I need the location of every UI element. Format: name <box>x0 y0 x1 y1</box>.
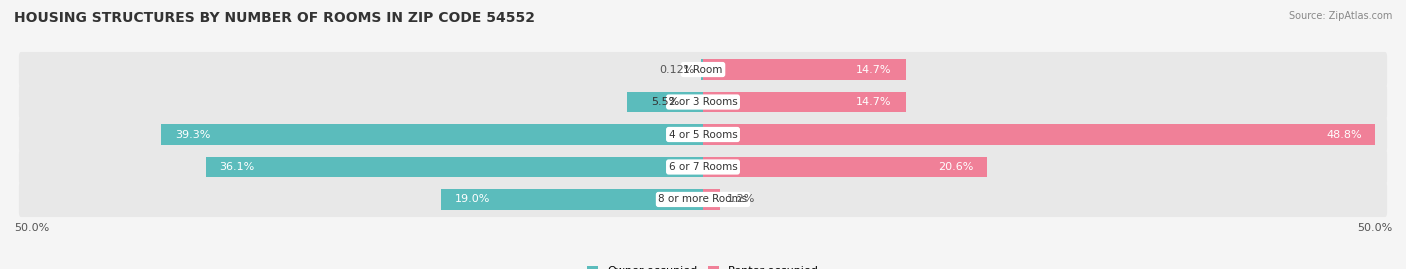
Text: HOUSING STRUCTURES BY NUMBER OF ROOMS IN ZIP CODE 54552: HOUSING STRUCTURES BY NUMBER OF ROOMS IN… <box>14 11 536 25</box>
Bar <box>162 125 703 144</box>
Text: 14.7%: 14.7% <box>856 97 891 107</box>
Text: 36.1%: 36.1% <box>219 162 254 172</box>
Text: 39.3%: 39.3% <box>176 129 211 140</box>
FancyBboxPatch shape <box>18 117 1388 152</box>
Text: 4 or 5 Rooms: 4 or 5 Rooms <box>669 129 737 140</box>
Bar <box>703 157 987 177</box>
Text: 0.12%: 0.12% <box>659 65 695 75</box>
FancyBboxPatch shape <box>18 150 1388 185</box>
Text: 14.7%: 14.7% <box>856 65 891 75</box>
Text: 20.6%: 20.6% <box>938 162 973 172</box>
Text: 1.2%: 1.2% <box>727 194 755 204</box>
Text: 5.5%: 5.5% <box>651 97 679 107</box>
Legend: Owner-occupied, Renter-occupied: Owner-occupied, Renter-occupied <box>582 261 824 269</box>
Text: 6 or 7 Rooms: 6 or 7 Rooms <box>669 162 737 172</box>
FancyBboxPatch shape <box>18 52 1388 87</box>
Text: 50.0%: 50.0% <box>14 223 49 233</box>
Bar <box>205 157 703 177</box>
Text: Source: ZipAtlas.com: Source: ZipAtlas.com <box>1288 11 1392 21</box>
Bar <box>703 92 905 112</box>
Bar <box>703 189 720 210</box>
Text: 19.0%: 19.0% <box>456 194 491 204</box>
Bar <box>441 189 703 210</box>
Text: 50.0%: 50.0% <box>1357 223 1392 233</box>
FancyBboxPatch shape <box>18 182 1388 217</box>
Text: 2 or 3 Rooms: 2 or 3 Rooms <box>669 97 737 107</box>
Bar <box>702 59 703 80</box>
Bar <box>703 59 905 80</box>
Text: 8 or more Rooms: 8 or more Rooms <box>658 194 748 204</box>
Bar <box>627 92 703 112</box>
FancyBboxPatch shape <box>18 84 1388 119</box>
Bar <box>703 125 1375 144</box>
Text: 48.8%: 48.8% <box>1326 129 1361 140</box>
Text: 1 Room: 1 Room <box>683 65 723 75</box>
